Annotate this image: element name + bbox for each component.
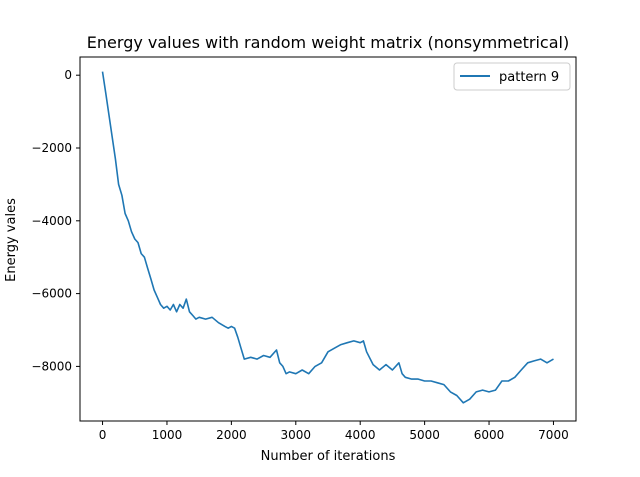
y-tick-label: −4000 [31, 214, 72, 228]
y-tick-label: −6000 [31, 287, 72, 301]
series-line-0 [101, 71, 554, 404]
x-axis-label: Number of iterations [261, 449, 396, 464]
series-layer [101, 71, 554, 404]
x-tick-label: 7000 [538, 428, 569, 442]
y-tick-label: −2000 [31, 141, 72, 155]
axis-ticks: 0 1000 2000 3000 4000 5000 6000 7000 0 −2000 −4000… [31, 68, 568, 442]
x-tick-label: 4000 [345, 428, 376, 442]
x-tick-label: 5000 [409, 428, 440, 442]
y-axis-label: Energy vales [4, 198, 19, 282]
x-tick-label: 6000 [474, 428, 505, 442]
x-tick-label: 3000 [281, 428, 312, 442]
chart-title: Energy values with random weight matrix … [87, 33, 569, 52]
x-tick-label: 1000 [152, 428, 183, 442]
legend-label: pattern 9 [499, 70, 559, 85]
legend-box [453, 62, 571, 91]
x-tick-label: 2000 [216, 428, 247, 442]
legend: pattern 9 [453, 62, 571, 91]
x-tick-label: 0 [99, 428, 107, 442]
plot-frame [79, 56, 577, 422]
y-tick-label: −8000 [31, 359, 72, 373]
y-tick-label: 0 [64, 68, 72, 82]
